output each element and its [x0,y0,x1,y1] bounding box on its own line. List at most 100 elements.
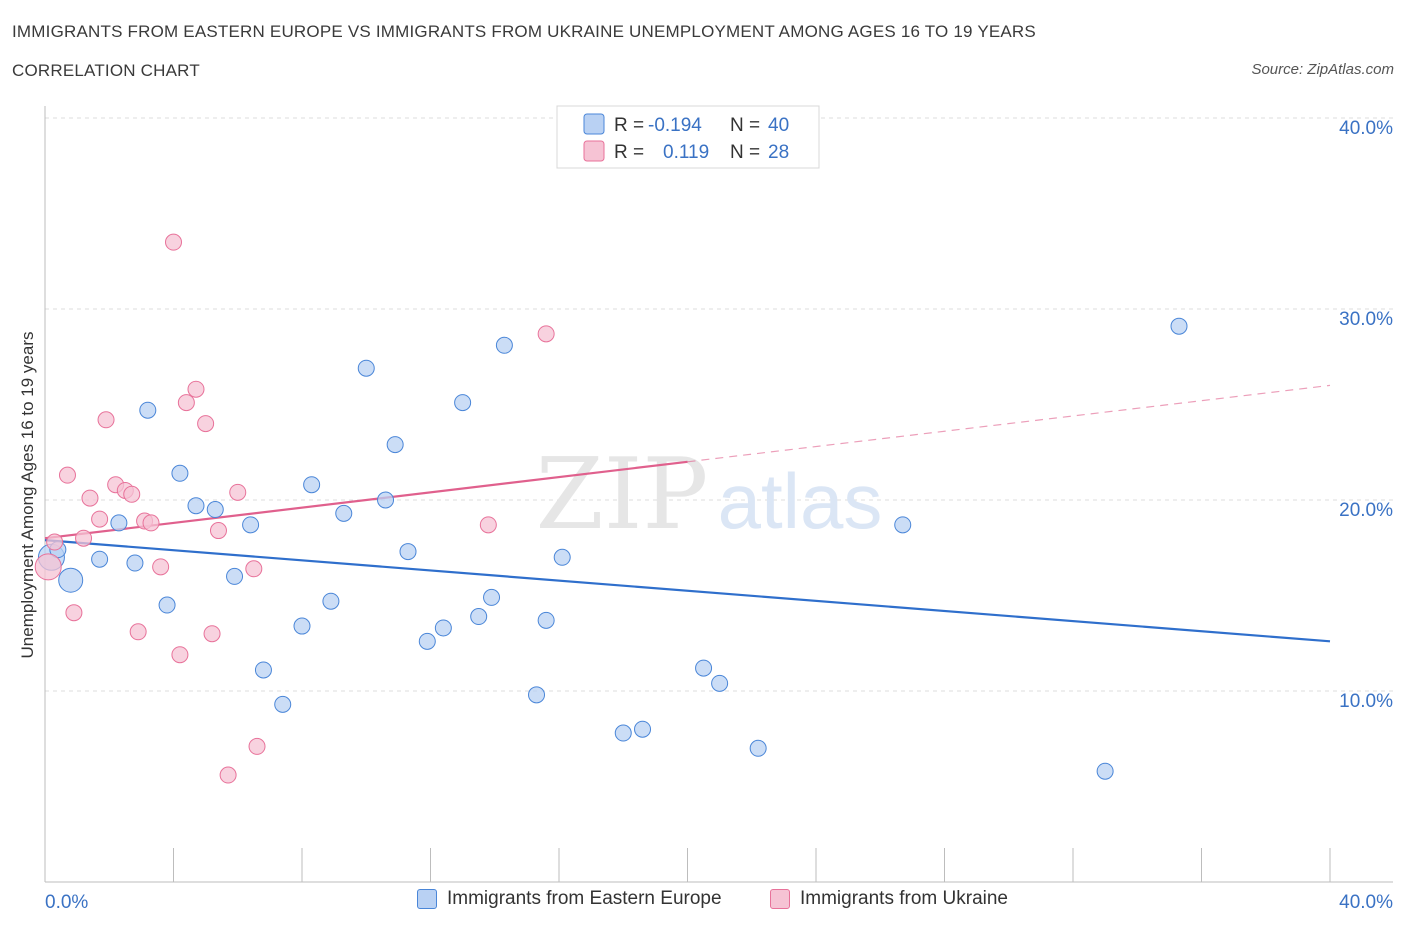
y-tick-label: 40.0% [1339,118,1393,139]
point-ukraine [248,737,266,755]
point-eastern-europe [335,504,353,522]
point-eastern-europe [634,720,652,738]
point-ukraine [219,766,237,784]
point-eastern-europe [377,491,395,509]
point-ukraine [171,646,189,664]
point-eastern-europe [614,724,632,742]
point-eastern-europe [537,611,555,629]
source-credit: Source: ZipAtlas.com [1251,61,1394,78]
data-points [34,233,1188,784]
trend-line-ukraine-extension [687,384,1331,463]
point-eastern-europe [303,476,321,494]
legend-swatch-eastern-europe [583,113,605,135]
legend-n-value-2: 28 [768,142,789,163]
point-eastern-europe [553,548,571,566]
point-eastern-europe [1170,317,1188,335]
legend-swatch-blue [417,889,437,909]
legend-r-value-2: 0.119 [663,142,709,163]
point-ukraine [129,623,147,641]
point-ukraine [123,485,141,503]
point-ukraine [65,604,83,622]
point-ukraine [177,394,195,412]
point-eastern-europe [894,516,912,534]
legend-bottom: Immigrants from Eastern Europe Immigrant… [0,888,1406,918]
axes [44,106,1393,883]
point-eastern-europe [357,359,375,377]
point-ukraine [58,466,76,484]
legend-label-eastern-europe: Immigrants from Eastern Europe [447,888,722,909]
legend-r-value-1: -0.194 [648,115,702,136]
legend-item-eastern-europe: Immigrants from Eastern Europe [417,888,722,910]
point-eastern-europe [58,567,84,593]
point-eastern-europe [274,695,292,713]
point-eastern-europe [470,608,488,626]
point-eastern-europe [495,336,513,354]
point-eastern-europe [158,596,176,614]
x-tick-label-min: 0.0% [45,892,88,913]
point-ukraine [229,483,247,501]
point-eastern-europe [110,514,128,532]
point-eastern-europe [187,497,205,515]
point-ukraine [209,522,227,540]
watermark-zip: ZIP [536,438,709,552]
x-tick-label-max: 40.0% [1339,892,1393,913]
y-tick-label: 20.0% [1339,500,1393,521]
y-tick-label: 30.0% [1339,309,1393,330]
point-ukraine [537,325,555,343]
point-eastern-europe [293,617,311,635]
legend-swatch-pink [770,889,790,909]
point-eastern-europe [711,674,729,692]
point-eastern-europe [386,436,404,454]
point-eastern-europe [226,567,244,585]
point-ukraine [152,558,170,576]
point-ukraine [75,529,93,547]
y-tick-label: 10.0% [1339,691,1393,712]
point-ukraine [46,533,64,551]
gridlines [45,117,1393,692]
tick-labels: 10.0% 20.0% 30.0% 40.0% 0.0% 40.0% [45,118,1393,913]
point-ukraine [187,380,205,398]
point-eastern-europe [91,550,109,568]
point-ukraine [197,415,215,433]
point-ukraine [97,411,115,429]
legend-top: R = -0.194 N = 40 R = 0.119 N = 28 [556,105,820,169]
point-eastern-europe [1096,762,1114,780]
watermark: ZIP atlas [536,438,883,552]
point-eastern-europe [126,554,144,572]
point-ukraine [479,516,497,534]
chart-title: IMMIGRANTS FROM EASTERN EUROPE VS IMMIGR… [12,22,1036,41]
legend-item-ukraine: Immigrants from Ukraine [770,888,1008,910]
point-eastern-europe [418,632,436,650]
point-eastern-europe [434,619,452,637]
point-eastern-europe [206,501,224,519]
point-ukraine [165,233,182,251]
point-eastern-europe [695,659,713,677]
legend-r-label-2: R = [614,142,644,163]
point-ukraine [34,553,62,581]
point-eastern-europe [139,401,157,419]
legend-label-ukraine: Immigrants from Ukraine [800,888,1008,909]
legend-n-label-2: N = [730,142,760,163]
point-eastern-europe [454,394,472,412]
y-axis-label: Unemployment Among Ages 16 to 19 years [18,331,37,659]
point-eastern-europe [749,739,767,757]
point-eastern-europe [528,686,546,704]
point-eastern-europe [171,464,189,482]
legend-swatch-ukraine [583,140,605,162]
point-eastern-europe [254,661,272,679]
point-eastern-europe [399,543,417,561]
legend-n-label-1: N = [730,115,760,136]
point-ukraine [81,489,99,507]
legend-r-label-1: R = [614,115,644,136]
point-eastern-europe [322,592,340,610]
chart-subtitle: CORRELATION CHART [12,61,200,80]
point-ukraine [203,625,221,643]
point-ukraine [245,560,263,578]
watermark-atlas: atlas [718,457,883,545]
trend-line-eastern-europe [44,539,1331,643]
point-eastern-europe [483,588,501,606]
legend-n-value-1: 40 [768,115,789,136]
point-ukraine [91,510,109,528]
point-eastern-europe [242,516,260,534]
